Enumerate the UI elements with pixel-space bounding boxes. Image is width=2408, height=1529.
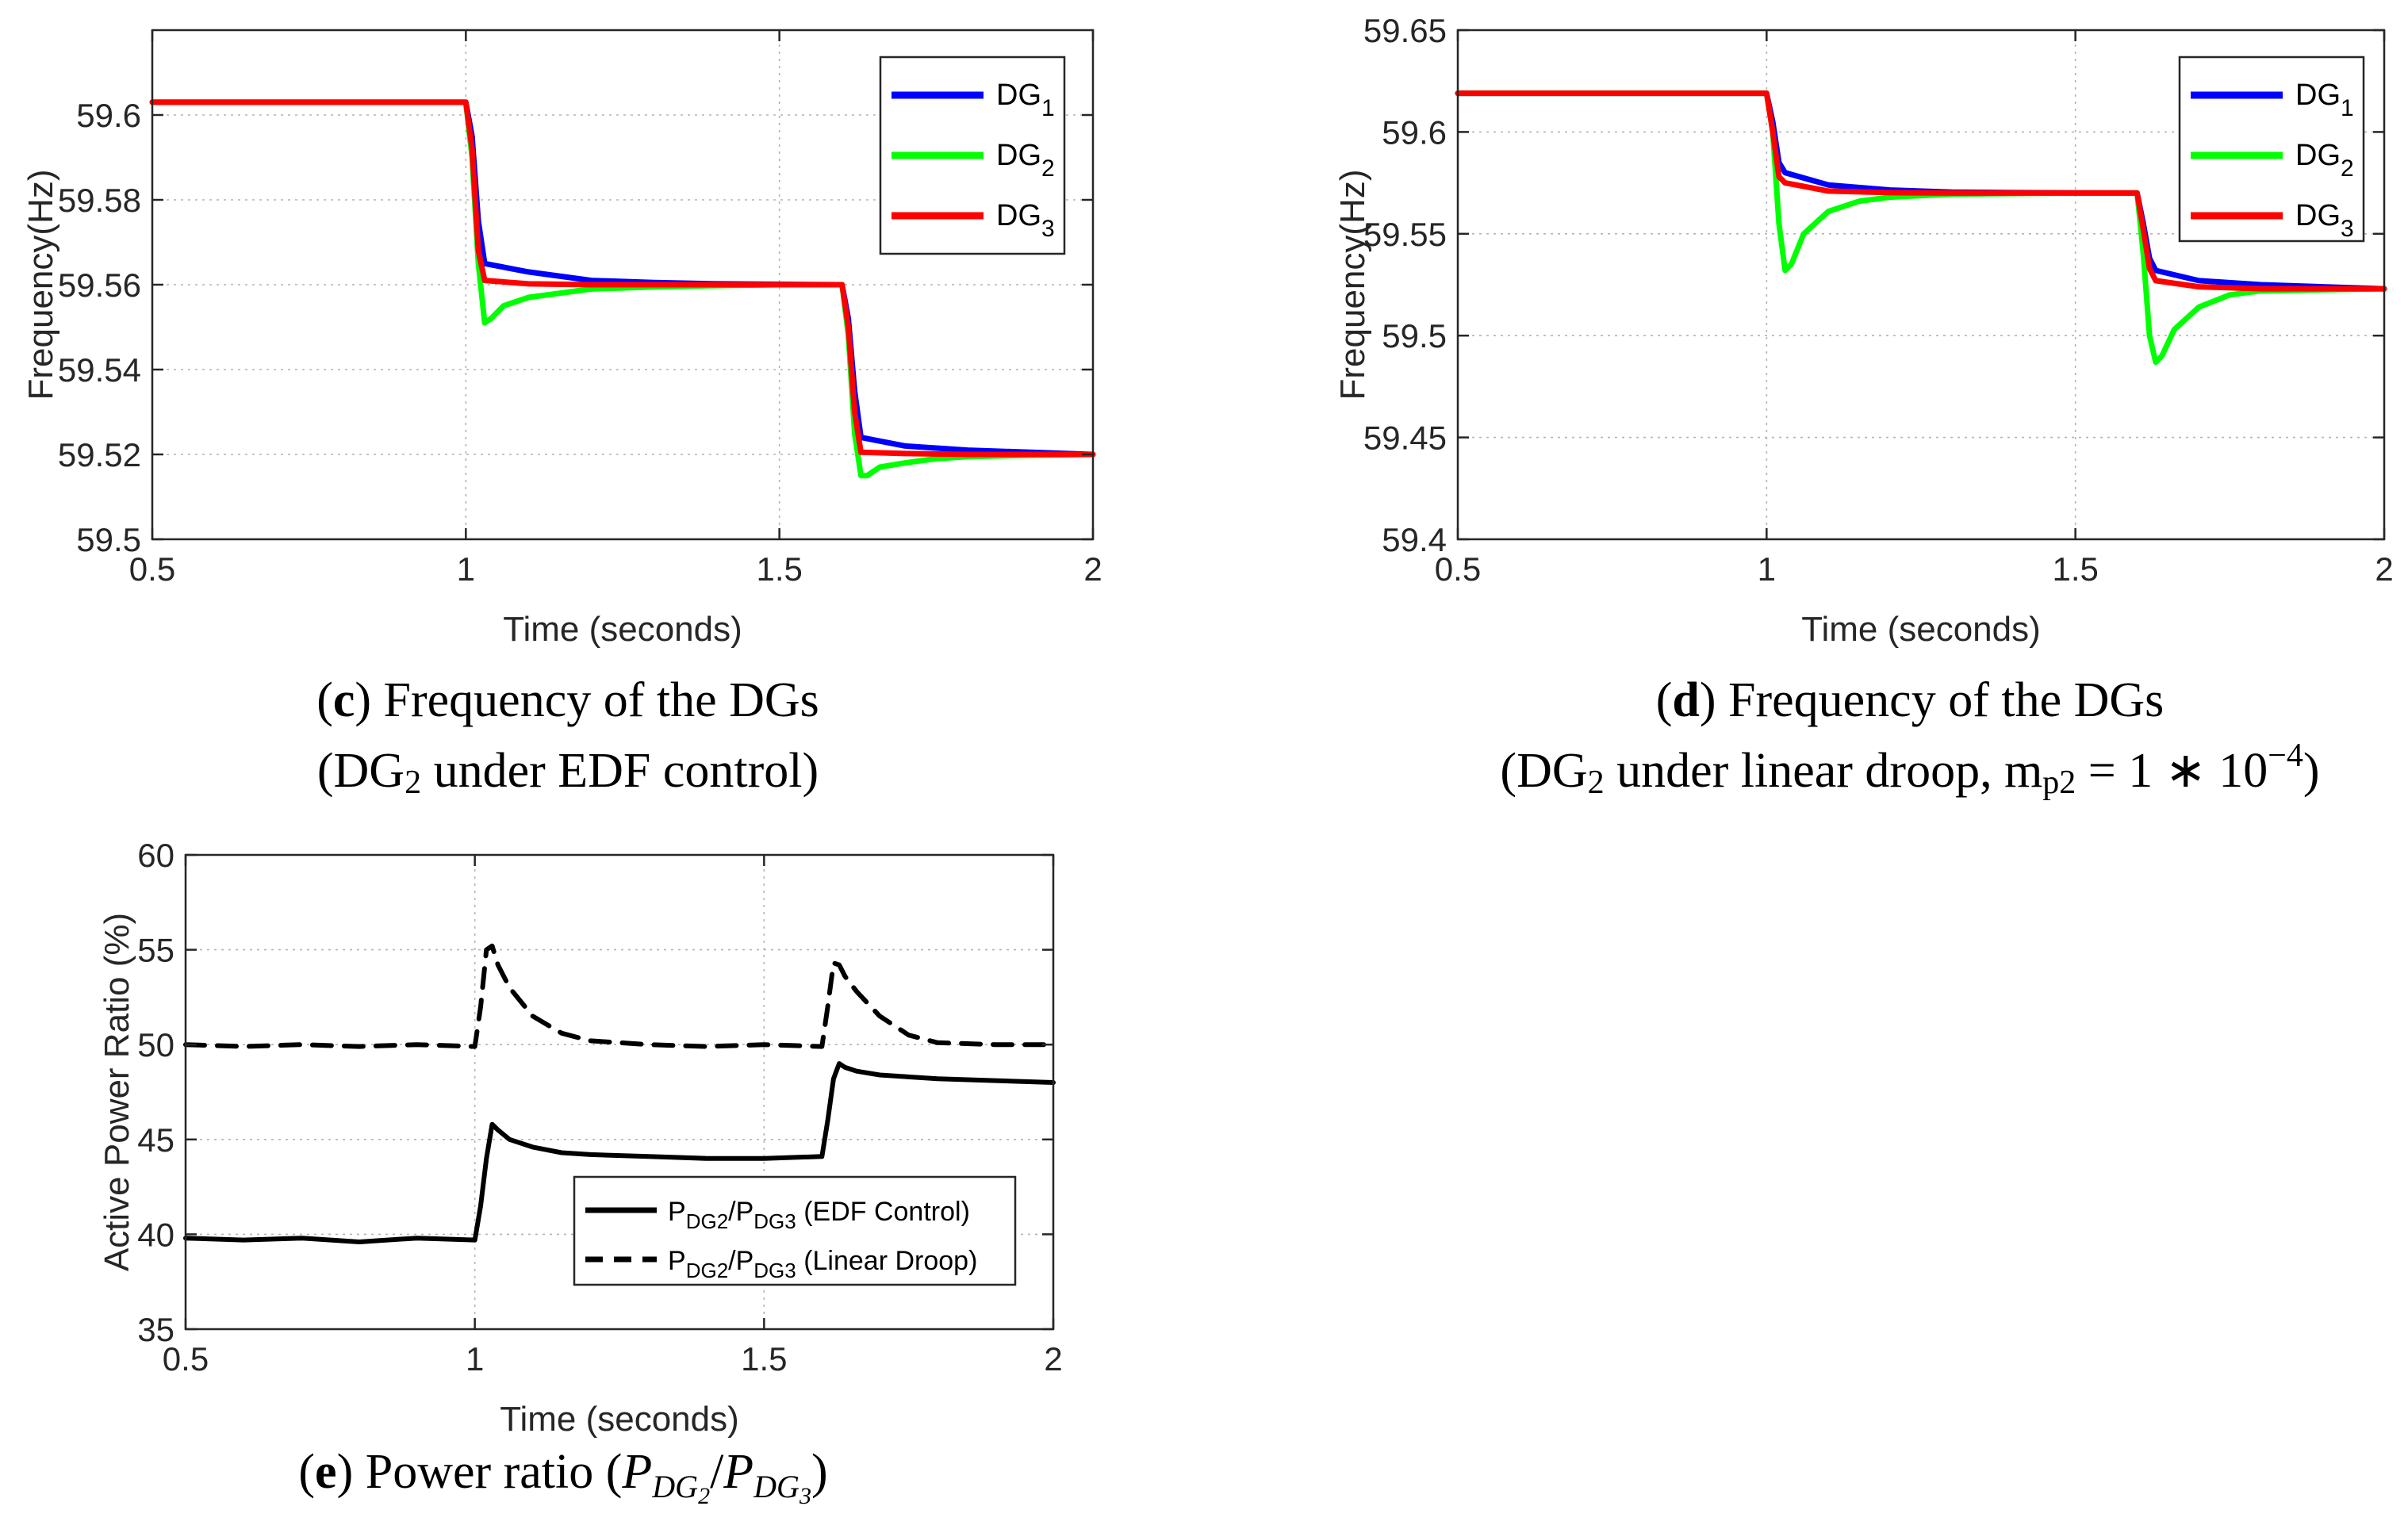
legend-label-3: DG3 [2295, 199, 2354, 242]
panel-c-frequency-edf: 0.5 1 1.5 2 59.5 59.52 59.54 59.56 59.58 59.6 Time… [21, 29, 1102, 649]
panel-e-power-ratio: 0.5 1 1.5 2 35 40 45 50 55 60 Time (seconds) Active… [98, 837, 1063, 1439]
x-axis-label: Time (seconds) [500, 1400, 739, 1439]
legend-box [573, 1175, 1017, 1286]
caption-d-line1: (d) Frequency of the DGs [1656, 673, 2165, 727]
y-tick-label: 59.6 [76, 97, 141, 134]
caption-d-line2: (DG2 under linear droop, mp2 = 1 ∗ 10−4) [1500, 738, 2319, 801]
x-tick-label: 2 [1044, 1340, 1062, 1378]
series-line-3 [149, 99, 1096, 458]
caption-c-line2: (DG2 under EDF control) [317, 744, 819, 801]
x-axis-label: Time (seconds) [503, 610, 742, 649]
x-tick-label: 1 [457, 550, 475, 588]
legend-label-3: DG3 [996, 199, 1055, 242]
y-tick-label: 59.5 [1382, 317, 1447, 354]
caption-e: (e) Power ratio (PDG2/PDG3) [298, 1445, 827, 1509]
series-line-1 [183, 1061, 1056, 1244]
y-axis-label: Frequency(Hz) [21, 170, 60, 400]
series-line-2 [183, 943, 1056, 1049]
y-tick-label: 45 [137, 1121, 174, 1159]
y-tick-label: 55 [137, 932, 174, 969]
y-tick-label: 59.5 [76, 521, 141, 558]
x-tick-label: 1 [1758, 550, 1776, 588]
legend: PDG2/PDG3 (EDF Control) PDG2/PDG3 (Linear… [573, 1175, 1017, 1286]
legend-label-1: PDG2/PDG3 (EDF Control) [668, 1197, 970, 1233]
x-tick-label: 0.5 [163, 1340, 209, 1378]
y-tick-label: 40 [137, 1216, 174, 1253]
x-tick-label: 2 [1083, 550, 1102, 588]
y-tick-label: 59.58 [58, 182, 141, 219]
series-line-3 [1455, 90, 2387, 292]
y-tick-label: 59.54 [58, 351, 141, 389]
x-tick-label: 1.5 [2052, 550, 2098, 588]
legend-label-2: PDG2/PDG3 (Linear Droop) [668, 1246, 977, 1282]
x-tick-label: 1.5 [756, 550, 802, 588]
panel-d-frequency-linear-droop: 0.5 1 1.5 2 59.4 59.45 59.5 59.55 59.6 59.65 Time … [1333, 12, 2394, 649]
x-tick-label: 0.5 [1435, 550, 1481, 588]
y-axis-label: Active Power Ratio (%) [98, 913, 136, 1271]
axes-frame [1456, 29, 2386, 541]
y-axis-label: Frequency(Hz) [1333, 170, 1372, 400]
y-tick-label: 59.52 [58, 436, 141, 473]
y-tick-label: 50 [137, 1026, 174, 1063]
y-tick-label: 59.56 [58, 266, 141, 304]
x-tick-label: 1 [466, 1340, 484, 1378]
legend-label-1: DG1 [2295, 79, 2354, 121]
y-tick-label: 60 [137, 837, 174, 874]
legend: DG1 DG2 DG3 [879, 56, 1066, 255]
legend-box [2178, 56, 2365, 243]
legend-label-2: DG2 [2295, 139, 2354, 182]
legend-label-2: DG2 [996, 139, 1055, 182]
axes-frame [184, 853, 1055, 1331]
y-tick-label: 59.4 [1382, 521, 1447, 558]
y-tick-label: 59.6 [1382, 113, 1447, 151]
y-tick-label: 35 [137, 1311, 174, 1348]
x-tick-label: 1.5 [741, 1340, 787, 1378]
caption-c-line1: (c) Frequency of the DGs [316, 673, 819, 727]
x-axis-label: Time (seconds) [1801, 610, 2041, 649]
legend-label-1: DG1 [996, 79, 1055, 121]
y-tick-label: 59.55 [1363, 216, 1447, 253]
y-tick-label: 59.65 [1363, 12, 1447, 49]
x-tick-label: 2 [2375, 550, 2393, 588]
x-tick-label: 0.5 [129, 550, 175, 588]
y-tick-label: 59.45 [1363, 420, 1447, 457]
legend: DG1 DG2 DG3 [2178, 56, 2365, 243]
